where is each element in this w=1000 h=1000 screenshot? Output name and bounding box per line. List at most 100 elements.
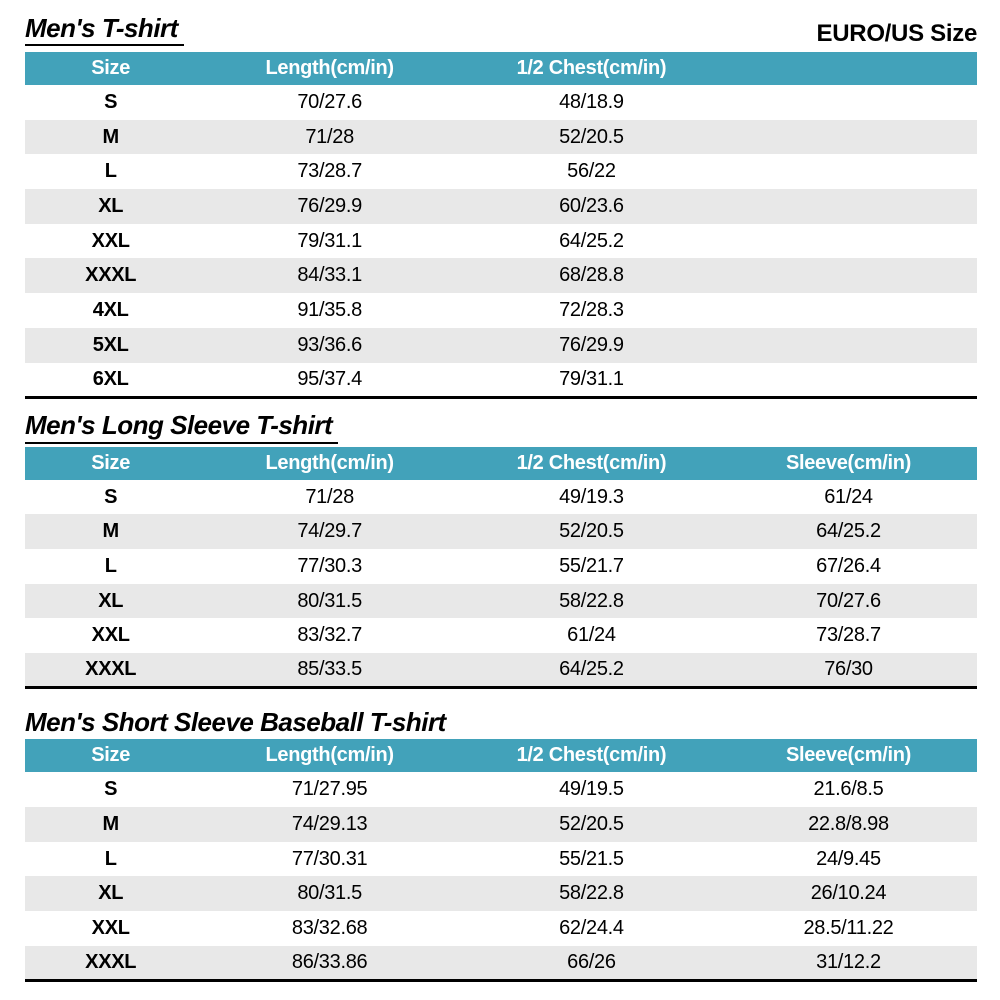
- value-cell: 60/23.6: [462, 189, 720, 224]
- table-row: L 77/30.31 55/21.5 24/9.45: [25, 842, 977, 877]
- size-cell: XXXL: [25, 653, 197, 688]
- size-cell: S: [104, 485, 118, 508]
- value-cell: [720, 224, 977, 259]
- size-cell: L: [104, 554, 117, 577]
- value-cell: 21.6/8.5: [813, 778, 884, 801]
- size-cell: XL: [25, 189, 197, 224]
- value-cell: [719, 189, 977, 224]
- value-cell: 52/20.5: [462, 119, 720, 155]
- value-cell: 64/25.2: [559, 229, 624, 252]
- header-row: Size Length(cm/in) 1/2 Chest(cm/in) Sleeve(…: [25, 739, 977, 773]
- table-row: XL 76/29.9 60/23.6: [25, 189, 977, 224]
- value-cell: [719, 327, 977, 363]
- value-cell: 76/29.9: [196, 189, 463, 224]
- value-cell: 55/21.7: [559, 554, 624, 577]
- column-header: 1/2 Chest(cm/in): [462, 52, 720, 85]
- size-cell: M: [25, 807, 197, 842]
- table-row: XL 80/31.5 58/22.8 26/10.24: [25, 876, 977, 912]
- column-header: 1/2 Chest(cm/in): [462, 446, 720, 480]
- value-cell: 80/31.5: [196, 876, 463, 912]
- value-cell: 52/20.5: [462, 807, 720, 842]
- value-cell: 71/28: [196, 119, 463, 155]
- value-cell: 64/25.2: [462, 653, 720, 688]
- size-cell: 6XL: [92, 367, 129, 390]
- value-cell: 31/12.2: [719, 945, 977, 981]
- size-cell: XXXL: [25, 258, 197, 294]
- value-cell: 76/29.9: [462, 327, 720, 363]
- size-cell: XL: [25, 583, 197, 619]
- size-cell: XXL: [91, 229, 130, 252]
- value-cell: 22.8/8.98: [719, 807, 977, 842]
- size-cell: XL: [25, 876, 197, 912]
- size-standard-label: EURO/US Size: [816, 19, 978, 47]
- value-cell: [720, 363, 977, 398]
- value-cell: 49/19.5: [559, 778, 624, 801]
- value-cell: 85/33.5: [196, 653, 463, 688]
- column-header: Size: [25, 739, 197, 773]
- size-cell: M: [25, 119, 197, 155]
- table-row: S 70/27.6 48/18.9: [25, 85, 977, 120]
- value-cell: 58/22.8: [462, 876, 720, 912]
- value-cell: [719, 119, 977, 155]
- table-title-baseball: Men's Short Sleeve Baseball T-shirt: [25, 707, 446, 738]
- header-row: Size Length(cm/in) 1/2 Chest(cm/in) Sleeve(…: [25, 446, 977, 480]
- table-row: XXL 83/32.68 62/24.4 28.5/11.22: [25, 911, 977, 946]
- size-cell: 5XL: [25, 327, 197, 363]
- table-row: XL 80/31.5 58/22.8 70/27.6: [25, 583, 977, 619]
- value-cell: 24/9.45: [816, 847, 881, 870]
- value-cell: 70/27.6: [719, 583, 977, 619]
- value-cell: 28.5/11.22: [803, 916, 894, 939]
- value-cell: 76/30: [719, 653, 977, 688]
- table-row: 5XL 93/36.6 76/29.9: [25, 327, 977, 363]
- size-cell: 4XL: [92, 298, 129, 321]
- value-cell: 66/26: [462, 945, 720, 981]
- table-row: M 74/29.7 52/20.5 64/25.2: [25, 514, 977, 550]
- table-row: S 71/27.95 49/19.5 21.6/8.5: [25, 772, 977, 807]
- value-cell: 83/32.68: [291, 916, 368, 939]
- size-cell: M: [25, 514, 197, 550]
- value-cell: 93/36.6: [196, 327, 463, 363]
- value-cell: 55/21.5: [559, 847, 624, 870]
- column-header: 1/2 Chest(cm/in): [462, 739, 720, 773]
- table-row: 4XL 91/35.8 72/28.3: [25, 293, 977, 328]
- value-cell: 61/24: [567, 624, 616, 647]
- table-row: 6XL 95/37.4 79/31.1: [25, 363, 977, 398]
- size-cell: L: [104, 847, 117, 870]
- value-cell: 73/28.7: [297, 160, 362, 183]
- value-cell: 49/19.3: [559, 485, 624, 508]
- value-cell: 67/26.4: [816, 554, 881, 577]
- value-cell: 68/28.8: [462, 258, 720, 294]
- header-row: Size Length(cm/in) 1/2 Chest(cm/in): [25, 52, 977, 85]
- table-row: S 71/28 49/19.3 61/24: [25, 480, 977, 515]
- size-cell: XXL: [91, 624, 130, 647]
- size-table-long-sleeve: Size Length(cm/in) 1/2 Chest(cm/in) Sleeve(…: [25, 446, 977, 690]
- value-cell: 80/31.5: [196, 583, 463, 619]
- table-row: XXXL 84/33.1 68/28.8: [25, 258, 977, 294]
- value-cell: 72/28.3: [559, 298, 624, 321]
- column-header: Length(cm/in): [196, 446, 463, 480]
- value-cell: [720, 85, 977, 120]
- value-cell: 95/37.4: [297, 367, 362, 390]
- value-cell: 64/25.2: [719, 514, 977, 550]
- value-cell: 91/35.8: [297, 298, 362, 321]
- table-row: XXL 83/32.7 61/24 73/28.7: [25, 618, 977, 653]
- value-cell: 58/22.8: [462, 583, 720, 619]
- value-cell: 70/27.6: [297, 90, 362, 113]
- value-cell: 62/24.4: [559, 916, 624, 939]
- column-header: Sleeve(cm/in): [719, 739, 977, 773]
- size-cell: S: [104, 90, 118, 113]
- value-cell: 73/28.7: [816, 624, 881, 647]
- value-cell: 71/28: [305, 485, 354, 508]
- value-cell: 61/24: [824, 485, 873, 508]
- table-row: XXL 79/31.1 64/25.2: [25, 224, 977, 259]
- value-cell: 77/30.3: [297, 554, 362, 577]
- table-row: L 73/28.7 56/22: [25, 154, 977, 189]
- column-header: Sleeve(cm/in): [719, 446, 977, 480]
- value-cell: [720, 154, 977, 189]
- value-cell: 52/20.5: [462, 514, 720, 550]
- section-header-mens-tshirt: Men's T-shirt EURO/US Size: [25, 13, 977, 46]
- table-row: M 74/29.13 52/20.5 22.8/8.98: [25, 807, 977, 842]
- value-cell: 74/29.13: [196, 807, 463, 842]
- column-header-empty: [719, 52, 977, 85]
